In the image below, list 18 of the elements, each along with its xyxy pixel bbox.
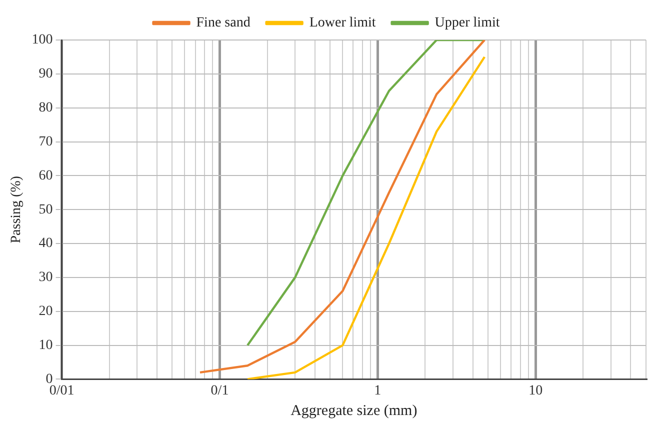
y-tick-label: 30	[38, 270, 53, 286]
y-tick-label: 40	[38, 236, 53, 252]
x-tick-label: 0/1	[210, 383, 229, 398]
y-axis-title: Passing (%)	[9, 176, 24, 244]
legend-label: Fine sand	[196, 16, 250, 31]
y-tick-label: 90	[38, 66, 53, 82]
y-tick-label: 80	[38, 100, 53, 116]
y-tick-label: 70	[38, 134, 53, 150]
y-tick-label: 100	[32, 32, 53, 48]
x-tick-label: 10	[528, 383, 543, 398]
y-tick-label: 10	[38, 338, 53, 353]
y-tick-label: 20	[38, 304, 53, 320]
legend-label: Lower limit	[309, 16, 376, 31]
y-tick-label: 60	[38, 168, 53, 184]
legend-label: Upper limit	[434, 16, 500, 31]
y-tick-label: 50	[38, 202, 53, 218]
x-axis-title: Aggregate size (mm)	[290, 402, 418, 419]
x-tick-label: 1	[374, 383, 382, 398]
